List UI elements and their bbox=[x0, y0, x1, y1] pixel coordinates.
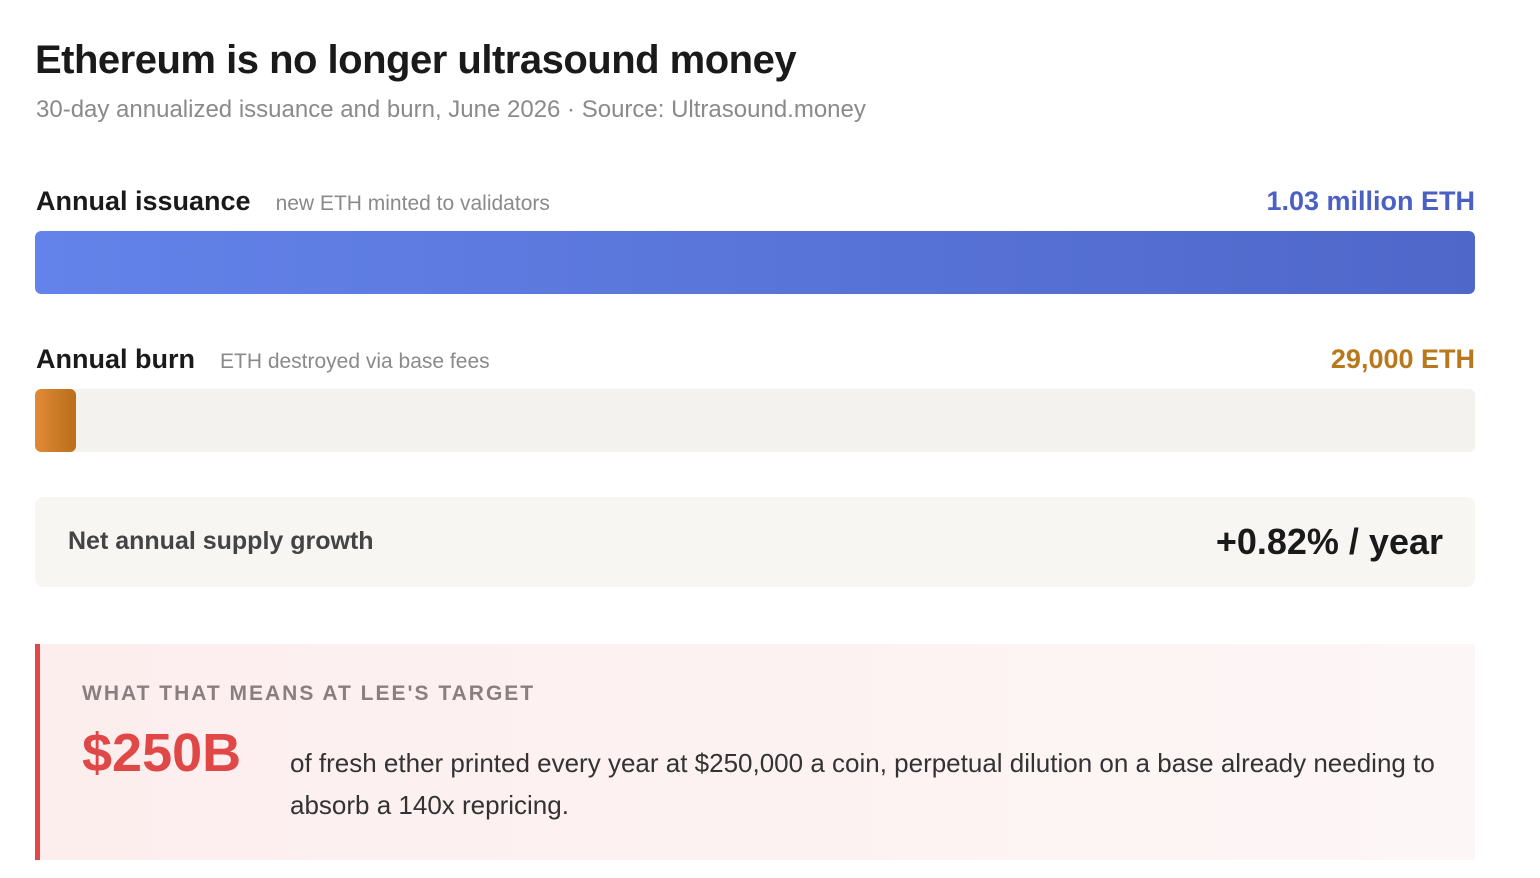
category-label: Annual issuance bbox=[36, 186, 251, 216]
callout-text: of fresh ether printed every year at $25… bbox=[290, 748, 1435, 820]
chart-title: Ethereum is no longer ultrasound money bbox=[35, 38, 797, 82]
callout-figure: $250B bbox=[82, 723, 242, 783]
category-label: Annual burn bbox=[36, 344, 195, 374]
chart-subtitle: 30-day annualized issuance and burn, Jun… bbox=[36, 96, 866, 123]
category-description: new ETH minted to validators bbox=[275, 192, 550, 215]
callout: WHAT THAT MEANS AT LEE'S TARGET $250B of… bbox=[35, 644, 1475, 860]
summary-value: +0.82% / year bbox=[1215, 521, 1443, 562]
summary-box: Net annual supply growth +0.82% / year bbox=[35, 497, 1475, 587]
callout-heading: WHAT THAT MEANS AT LEE'S TARGET bbox=[82, 682, 536, 705]
category-description: ETH destroyed via base fees bbox=[219, 350, 490, 373]
bar-track bbox=[35, 389, 1475, 452]
value-label: 29,000 ETH bbox=[1330, 344, 1475, 374]
bar bbox=[35, 231, 1475, 294]
value-label: 1.03 million ETH bbox=[1266, 186, 1475, 216]
bar-track bbox=[35, 231, 1475, 294]
summary-label: Net annual supply growth bbox=[68, 527, 374, 555]
bar bbox=[35, 389, 76, 452]
